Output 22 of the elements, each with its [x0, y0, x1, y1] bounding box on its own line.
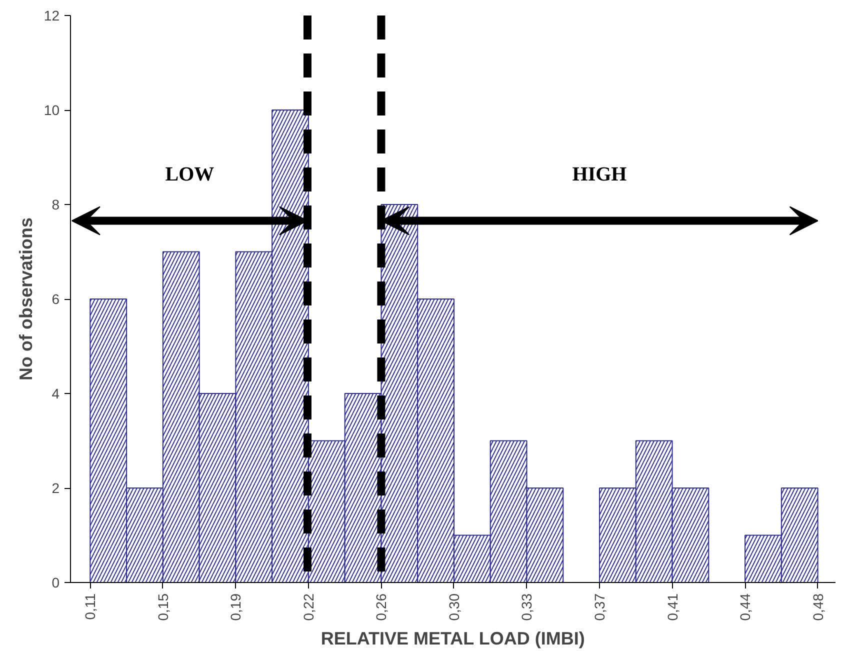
x-tick-label: 0,26 — [373, 593, 390, 621]
y-tick-label: 10 — [44, 102, 60, 118]
x-tick-label: 0,15 — [154, 593, 171, 621]
x-tick-label: 0,44 — [737, 593, 754, 621]
x-tick-label: 0,41 — [664, 593, 680, 621]
y-tick-label: 6 — [52, 291, 60, 307]
annotation: LOW — [165, 164, 214, 186]
y-tick-label: 0 — [52, 574, 60, 590]
y-tick-label: 2 — [52, 480, 60, 496]
annotation: HIGH — [572, 164, 628, 186]
x-tick-label: 0,11 — [82, 593, 98, 620]
x-axis-title: RELATIVE METAL LOAD (IMBI) — [320, 628, 585, 649]
y-axis-title: No of observations — [16, 217, 36, 381]
x-tick-label: 0,33 — [518, 593, 535, 621]
y-tick-label: 8 — [52, 196, 60, 212]
y-tick-label: 4 — [52, 386, 60, 402]
x-tick-label: 0,37 — [592, 593, 608, 621]
x-tick-label: 0,22 — [300, 593, 316, 621]
x-tick-label: 0,48 — [810, 593, 826, 621]
x-tick-label: 0,19 — [228, 593, 244, 621]
x-tick-label: 0,30 — [446, 593, 462, 621]
y-tick-label: 12 — [44, 8, 60, 24]
